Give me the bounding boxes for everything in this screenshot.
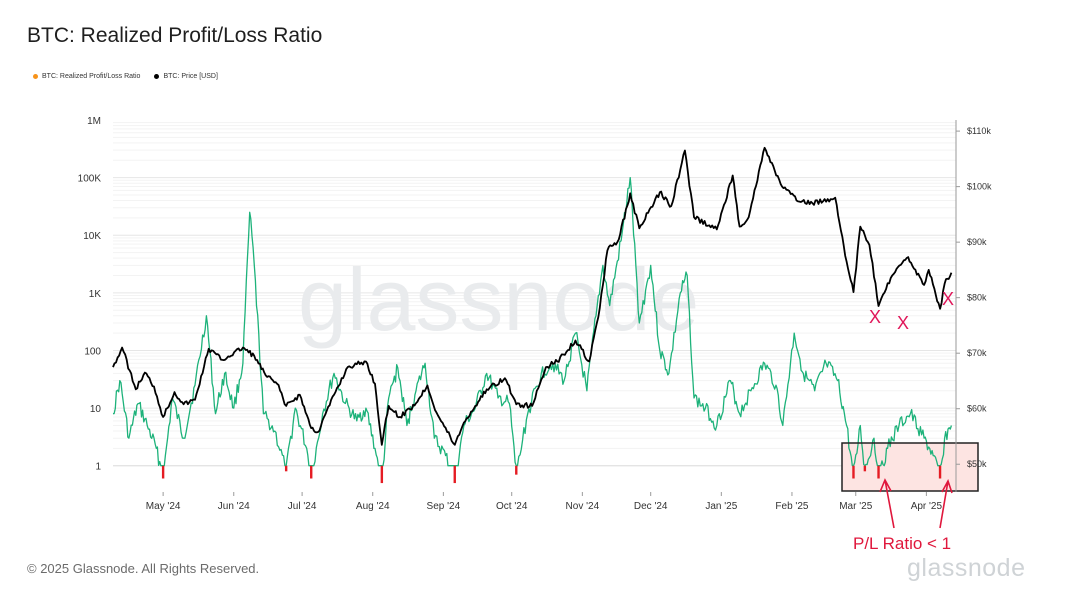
x-tick-label: Oct '24	[496, 501, 528, 512]
x-tick-label: May '24	[146, 501, 181, 512]
y-left-tick-label: 10K	[83, 231, 101, 242]
price-line	[112, 146, 953, 446]
y-left-tick-label: 1K	[89, 289, 102, 300]
low-marker-1: X	[869, 307, 881, 327]
y-right-tick-label: $100k	[967, 182, 992, 192]
legend-label-price: BTC: Price [USD]	[163, 73, 218, 80]
legend-swatch-ratio	[33, 74, 38, 79]
x-tick-label: Jun '24	[218, 501, 250, 512]
annotation-arrow-right	[939, 479, 953, 529]
annotation-arrows	[879, 478, 953, 529]
annotation-arrow-left	[879, 478, 895, 529]
y-left-tick-label: 100	[84, 346, 101, 357]
legend: BTC: Realized Profit/Loss Ratio BTC: Pri…	[33, 73, 218, 80]
low-marker-2: X	[897, 313, 909, 333]
annotation-label: P/L Ratio < 1	[853, 534, 951, 553]
brand-logo: glassnode	[907, 554, 1026, 582]
x-tick-label: Feb '25	[775, 501, 808, 512]
copyright: © 2025 Glassnode. All Rights Reserved.	[27, 561, 260, 576]
y-right-tick-label: $60k	[967, 404, 987, 414]
highlight-box	[841, 442, 979, 492]
x-tick-label: Sep '24	[427, 501, 461, 512]
gridlines	[113, 122, 956, 467]
right-axis: $50k $60k $70k $80k $90k $100k $110k	[956, 126, 992, 469]
low-marker-3: X	[942, 289, 954, 309]
x-tick-label: Nov '24	[566, 501, 600, 512]
watermark: glassnode	[298, 250, 699, 349]
legend-swatch-price	[154, 74, 160, 79]
x-tick-label: Mar '25	[839, 501, 872, 512]
y-right-tick-label: $50k	[967, 459, 987, 469]
chart-title: BTC: Realized Profit/Loss Ratio	[27, 24, 323, 47]
y-left-tick-label: 10	[90, 404, 102, 415]
x-tick-label: Apr '25	[911, 501, 943, 512]
x-tick-label: Aug '24	[356, 501, 390, 512]
y-left-tick-label: 1M	[87, 116, 101, 127]
ratio-series	[112, 176, 953, 484]
y-left-tick-label: 1	[95, 462, 101, 473]
y-right-tick-label: $70k	[967, 348, 987, 358]
left-axis: 1 10 100 1K 10K 100K 1M	[78, 116, 102, 473]
x-tick-label: Dec '24	[634, 501, 668, 512]
x-tick-label: Jan '25	[705, 501, 737, 512]
y-right-tick-label: $80k	[967, 293, 987, 303]
y-right-tick-label: $110k	[967, 126, 991, 136]
y-left-tick-label: 100K	[78, 174, 102, 185]
x-tick-label: Jul '24	[288, 501, 317, 512]
ratio-line	[112, 176, 953, 467]
legend-label-ratio: BTC: Realized Profit/Loss Ratio	[42, 73, 141, 80]
y-right-tick-label: $90k	[967, 237, 987, 247]
legend-item-price[interactable]: BTC: Price [USD]	[154, 73, 218, 80]
price-series	[112, 146, 953, 446]
x-axis: May '24 Jun '24 Jul '24 Aug '24 Sep '24 Oct '…	[146, 492, 943, 512]
legend-item-ratio[interactable]: BTC: Realized Profit/Loss Ratio	[33, 73, 140, 80]
